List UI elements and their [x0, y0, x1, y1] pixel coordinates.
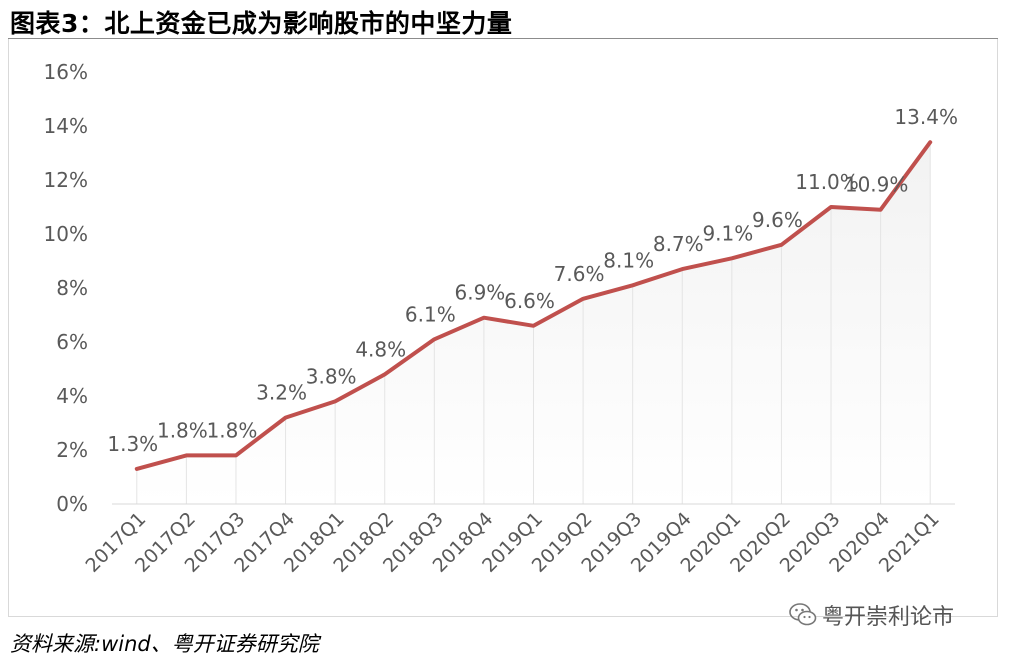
data-label: 1.8% — [207, 418, 258, 442]
data-label: 3.8% — [306, 364, 357, 388]
y-tick-label: 12% — [44, 168, 88, 192]
data-label: 8.7% — [653, 232, 704, 256]
y-tick-label: 2% — [56, 438, 88, 462]
data-label: 9.1% — [702, 221, 753, 245]
data-label: 8.1% — [603, 248, 654, 272]
y-tick-label: 16% — [44, 60, 88, 84]
y-tick-label: 14% — [44, 114, 88, 138]
watermark-text: 粤开崇利论市 — [822, 605, 955, 630]
data-label: 13.4% — [894, 105, 958, 129]
data-label: 10.9% — [845, 173, 909, 197]
data-label: 1.8% — [157, 418, 208, 442]
y-tick-label: 0% — [56, 492, 88, 516]
y-tick-label: 4% — [56, 384, 88, 408]
data-label: 9.6% — [752, 208, 803, 232]
data-label: 6.6% — [504, 289, 555, 313]
chart-title: 图表3：北上资金已成为影响股市的中坚力量 — [10, 9, 513, 38]
series-line — [134, 140, 933, 471]
chart-frame — [8, 39, 998, 617]
data-label: 1.3% — [107, 432, 158, 456]
data-label: 6.1% — [405, 302, 456, 326]
data-label: 11.0% — [795, 170, 859, 194]
wechat-icon — [789, 603, 817, 626]
y-tick-label: 6% — [56, 330, 88, 354]
data-label: 3.2% — [256, 381, 307, 405]
source-note: 资料来源:wind、粤开证券研究院 — [10, 632, 319, 656]
y-tick-label: 8% — [56, 276, 88, 300]
title-divider — [8, 38, 998, 39]
watermark: 粤开崇利论市 — [788, 600, 954, 630]
data-label: 4.8% — [355, 337, 406, 361]
y-tick-label: 10% — [44, 222, 88, 246]
data-label: 7.6% — [554, 262, 605, 286]
data-label: 6.9% — [455, 281, 506, 305]
